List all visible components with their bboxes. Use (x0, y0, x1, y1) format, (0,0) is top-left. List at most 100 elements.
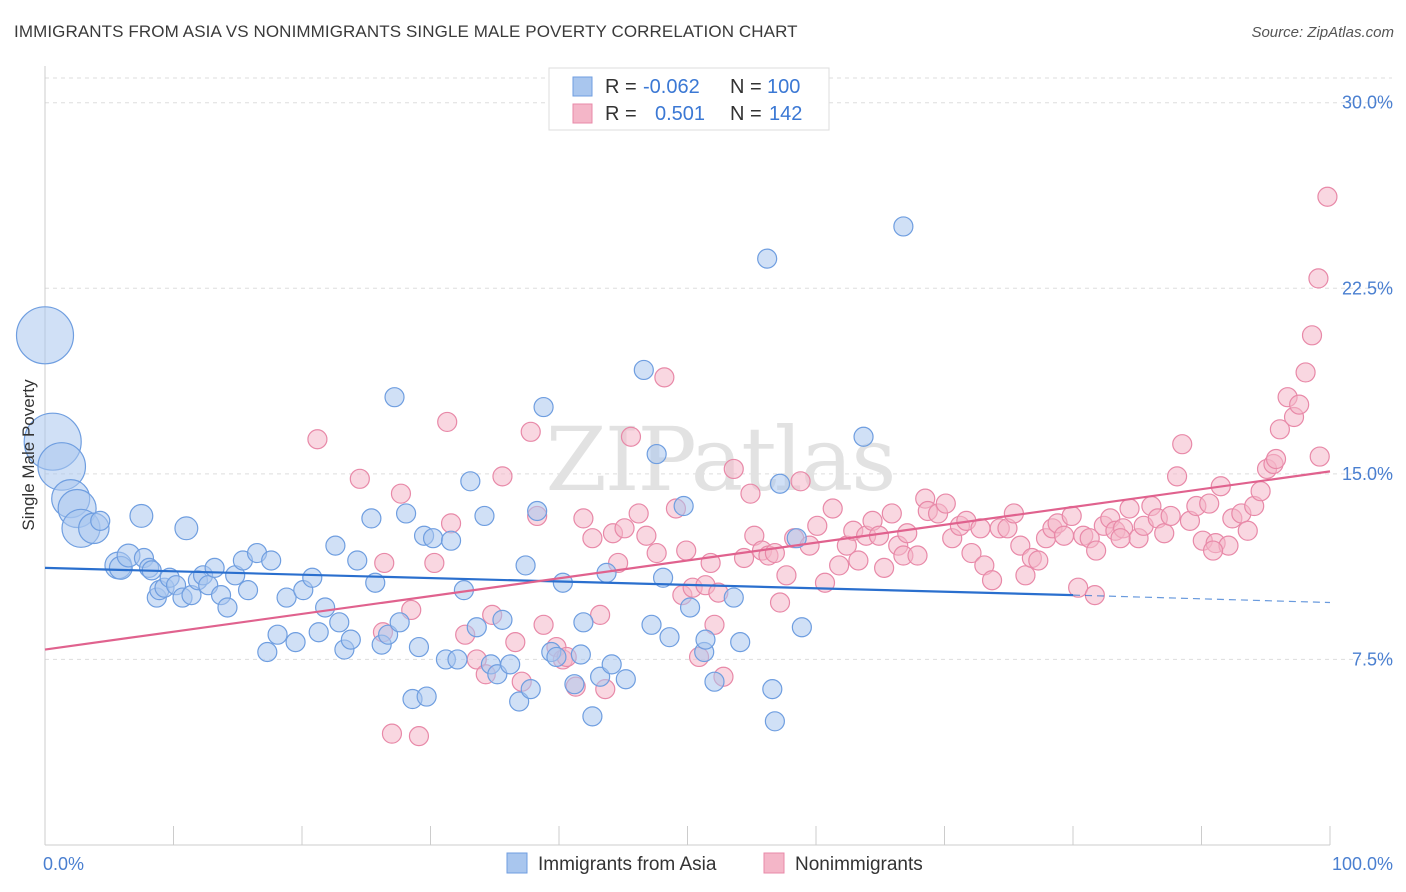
nonimmigrants-point (1237, 520, 1258, 541)
nonimmigrants-point (907, 545, 928, 566)
immigrants-asia-point (582, 706, 603, 727)
immigrants-asia-point (285, 632, 306, 653)
immigrants-asia-point (641, 614, 662, 635)
nonimmigrants-point (848, 550, 869, 571)
immigrants-asia-point (695, 629, 716, 650)
nonimmigrants-point (1061, 505, 1082, 527)
nonimmigrants-point (349, 468, 370, 489)
nonimmigrants-point (636, 525, 657, 546)
nonimmigrants-point (437, 411, 458, 433)
nonimmigrants-point (1250, 481, 1271, 502)
nonimmigrants-point (520, 421, 541, 442)
legend-n-value-2: 142 (769, 103, 802, 125)
y-tick-label: 15.0% (1342, 464, 1393, 484)
bottom-legend-label-2: Nonimmigrants (795, 854, 923, 875)
immigrants-asia-point (527, 500, 548, 522)
nonimmigrants-point (740, 483, 761, 504)
legend-r-label-1: R = (605, 76, 637, 98)
immigrants-asia-point (422, 528, 444, 549)
immigrants-asia-point (347, 550, 368, 571)
nonimmigrants-point (822, 498, 843, 519)
series-legend: Immigrants from Asia Nonimmigrants (506, 852, 923, 875)
nonimmigrants-point (1295, 362, 1316, 383)
immigrants-asia-point (646, 443, 667, 465)
immigrants-asia-point (308, 622, 329, 643)
nonimmigrants-point (408, 726, 430, 747)
immigrants-asia-point (764, 711, 785, 732)
immigrants-asia-point (384, 387, 405, 408)
nonimmigrants-point (1317, 186, 1338, 207)
immigrants-asia-point (237, 580, 259, 601)
nonimmigrants-point (1309, 446, 1330, 467)
immigrants-asia-point (500, 654, 521, 675)
nonimmigrants-point (961, 542, 982, 564)
nonimmigrants-point (1269, 419, 1290, 440)
nonimmigrants-point (1166, 466, 1188, 487)
nonimmigrants-point (1053, 525, 1075, 546)
nonimmigrants-point (390, 483, 412, 504)
immigrants-asia-point (276, 587, 297, 608)
immigrants-asia-point (786, 528, 807, 549)
immigrants-asia-point (853, 426, 874, 447)
immigrants-asia-point (573, 612, 594, 633)
immigrants-asia-point (474, 505, 495, 527)
nonimmigrants-point (704, 614, 725, 635)
nonimmigrants-point (654, 367, 675, 388)
nonimmigrants-point (646, 542, 667, 564)
chart-title: IMMIGRANTS FROM ASIA VS NONIMMIGRANTS SI… (14, 22, 798, 41)
nonimmigrants-point (1172, 434, 1193, 455)
immigrants-asia-point (791, 617, 812, 638)
nonimmigrants-point (769, 592, 791, 613)
bottom-legend-swatch-pink (763, 852, 785, 874)
trend-lines (44, 470, 1331, 651)
nonimmigrants-point (807, 515, 828, 536)
legend-swatch-blue (572, 76, 593, 97)
y-tick-label: 22.5% (1342, 278, 1393, 298)
nonimmigrants-point (620, 426, 642, 447)
immigrants-asia-point (730, 632, 751, 653)
immigrants-asia-point (389, 612, 410, 633)
immigrants-asia-point (492, 609, 513, 630)
immigrants-asia-point (570, 644, 591, 665)
immigrants-asia-point (447, 649, 468, 670)
nonimmigrants-point (533, 614, 554, 635)
immigrants-asia-point (267, 624, 288, 645)
immigrants-asia-point (340, 629, 361, 650)
bottom-legend-swatch-blue (506, 852, 528, 874)
legend-n-value-1: 100 (767, 76, 800, 98)
x-tick-label-min: 0.0% (43, 854, 84, 874)
nonimmigrants-point (897, 523, 918, 544)
legend-n-label-2: N = (730, 103, 762, 125)
immigrants-asia-point (652, 567, 674, 588)
immigrants-asia-point (509, 691, 530, 712)
legend-r-value-1: -0.062 (643, 76, 700, 98)
bottom-legend-label-1: Immigrants from Asia (538, 854, 717, 875)
nonimmigrants-point (1202, 540, 1224, 561)
legend-r-value-2: 0.501 (655, 103, 705, 125)
immigrants-asia-point (515, 555, 536, 576)
immigrants-asia-point (261, 550, 282, 571)
nonimmigrants-point (1289, 394, 1310, 415)
x-tick-label-max: 100.0% (1332, 854, 1393, 874)
nonimmigrants-point (881, 503, 902, 524)
nonimmigrants-point (307, 429, 328, 450)
nonimmigrants-point (829, 555, 850, 576)
immigrants-asia-point (361, 508, 382, 529)
immigrants-asia-point (377, 624, 399, 645)
nonimmigrants-point (1028, 550, 1049, 571)
immigrants-asia-point (533, 396, 554, 418)
nonimmigrants-point (401, 599, 422, 621)
immigrants-asia-point (601, 654, 622, 675)
immigrants-asia-point (325, 535, 346, 556)
immigrants-asia-point (757, 248, 778, 269)
nonimmigrants-point (981, 570, 1003, 591)
immigrants-asia-point (673, 495, 694, 517)
nonimmigrants-point (628, 503, 649, 524)
immigrants-asia-point (217, 597, 238, 618)
watermark: ZIPatlas (546, 408, 895, 511)
source-credit: Source: ZipAtlas.com (1251, 24, 1394, 41)
immigrants-asia-point (315, 597, 336, 618)
nonimmigrants-point (614, 518, 635, 539)
nonimmigrants-point (505, 632, 526, 653)
immigrants-asia-point (769, 473, 791, 494)
